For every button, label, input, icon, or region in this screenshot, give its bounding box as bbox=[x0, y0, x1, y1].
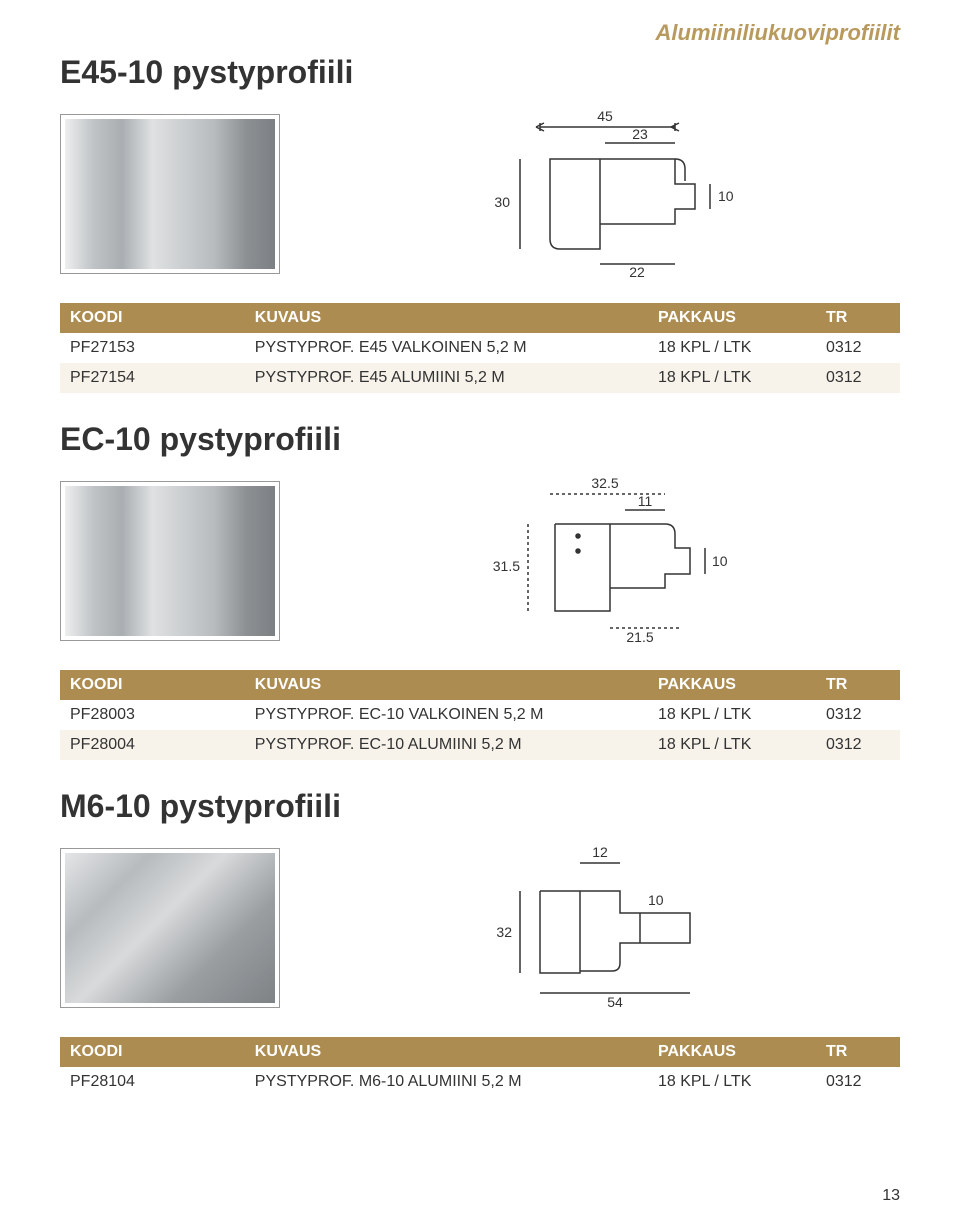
cell-pakkaus: 18 KPL / LTK bbox=[648, 333, 816, 363]
svg-text:11: 11 bbox=[638, 493, 653, 509]
dimension-diagram: 32.5 11 31.5 10 21.5 bbox=[320, 476, 900, 646]
section-ec10: EC-10 pystyprofiili 32.5 11 31.5 10 bbox=[60, 421, 900, 760]
svg-text:10: 10 bbox=[718, 188, 734, 204]
cell-koodi: PF28104 bbox=[60, 1067, 245, 1097]
cell-tr: 0312 bbox=[816, 363, 900, 393]
section-title: M6-10 pystyprofiili bbox=[60, 788, 900, 825]
table-row: PF27154 PYSTYPROF. E45 ALUMIINI 5,2 M 18… bbox=[60, 363, 900, 393]
th-pakkaus: PAKKAUS bbox=[648, 1037, 816, 1067]
cell-pakkaus: 18 KPL / LTK bbox=[648, 730, 816, 760]
svg-text:10: 10 bbox=[648, 892, 664, 908]
svg-text:12: 12 bbox=[592, 844, 608, 860]
th-kuvaus: KUVAUS bbox=[245, 670, 648, 700]
cell-kuvaus: PYSTYPROF. M6-10 ALUMIINI 5,2 M bbox=[245, 1067, 648, 1097]
product-table: KOODI KUVAUS PAKKAUS TR PF28003 PYSTYPRO… bbox=[60, 670, 900, 760]
svg-text:21.5: 21.5 bbox=[626, 629, 653, 645]
table-row: PF27153 PYSTYPROF. E45 VALKOINEN 5,2 M 1… bbox=[60, 333, 900, 363]
th-pakkaus: PAKKAUS bbox=[648, 303, 816, 333]
cell-pakkaus: 18 KPL / LTK bbox=[648, 700, 816, 730]
product-table: KOODI KUVAUS PAKKAUS TR PF27153 PYSTYPRO… bbox=[60, 303, 900, 393]
svg-text:23: 23 bbox=[632, 126, 648, 142]
cell-kuvaus: PYSTYPROF. EC-10 ALUMIINI 5,2 M bbox=[245, 730, 648, 760]
th-tr: TR bbox=[816, 670, 900, 700]
section-m6: M6-10 pystyprofiili 12 32 10 54 bbox=[60, 788, 900, 1097]
th-kuvaus: KUVAUS bbox=[245, 1037, 648, 1067]
section-e45: E45-10 pystyprofiili 45 23 bbox=[60, 54, 900, 393]
svg-text:10: 10 bbox=[712, 553, 728, 569]
th-koodi: KOODI bbox=[60, 670, 245, 700]
cell-pakkaus: 18 KPL / LTK bbox=[648, 1067, 816, 1097]
profile-photo bbox=[60, 481, 280, 641]
cell-kuvaus: PYSTYPROF. E45 ALUMIINI 5,2 M bbox=[245, 363, 648, 393]
svg-text:54: 54 bbox=[607, 994, 623, 1010]
page-number: 13 bbox=[882, 1187, 900, 1205]
cell-pakkaus: 18 KPL / LTK bbox=[648, 363, 816, 393]
profile-photo bbox=[60, 114, 280, 274]
figure-row: 45 23 30 10 22 bbox=[60, 109, 900, 279]
th-tr: TR bbox=[816, 1037, 900, 1067]
figure-row: 32.5 11 31.5 10 21.5 bbox=[60, 476, 900, 646]
product-table: KOODI KUVAUS PAKKAUS TR PF28104 PYSTYPRO… bbox=[60, 1037, 900, 1097]
cell-koodi: PF27153 bbox=[60, 333, 245, 363]
cell-koodi: PF28003 bbox=[60, 700, 245, 730]
section-title: EC-10 pystyprofiili bbox=[60, 421, 900, 458]
svg-text:45: 45 bbox=[597, 109, 613, 124]
section-title: E45-10 pystyprofiili bbox=[60, 54, 900, 91]
svg-text:31.5: 31.5 bbox=[493, 558, 520, 574]
th-pakkaus: PAKKAUS bbox=[648, 670, 816, 700]
cell-kuvaus: PYSTYPROF. E45 VALKOINEN 5,2 M bbox=[245, 333, 648, 363]
cell-kuvaus: PYSTYPROF. EC-10 VALKOINEN 5,2 M bbox=[245, 700, 648, 730]
svg-text:30: 30 bbox=[494, 194, 510, 210]
th-koodi: KOODI bbox=[60, 1037, 245, 1067]
cell-tr: 0312 bbox=[816, 700, 900, 730]
svg-text:22: 22 bbox=[629, 264, 645, 279]
table-row: PF28104 PYSTYPROF. M6-10 ALUMIINI 5,2 M … bbox=[60, 1067, 900, 1097]
dimension-diagram: 45 23 30 10 22 bbox=[320, 109, 900, 279]
table-row: PF28004 PYSTYPROF. EC-10 ALUMIINI 5,2 M … bbox=[60, 730, 900, 760]
cell-tr: 0312 bbox=[816, 333, 900, 363]
figure-row: 12 32 10 54 bbox=[60, 843, 900, 1013]
page-header: Alumiiniliukuoviprofiilit bbox=[60, 20, 900, 46]
th-koodi: KOODI bbox=[60, 303, 245, 333]
cell-tr: 0312 bbox=[816, 730, 900, 760]
th-kuvaus: KUVAUS bbox=[245, 303, 648, 333]
cell-tr: 0312 bbox=[816, 1067, 900, 1097]
th-tr: TR bbox=[816, 303, 900, 333]
cell-koodi: PF28004 bbox=[60, 730, 245, 760]
dimension-diagram: 12 32 10 54 bbox=[320, 843, 900, 1013]
table-row: PF28003 PYSTYPROF. EC-10 VALKOINEN 5,2 M… bbox=[60, 700, 900, 730]
cell-koodi: PF27154 bbox=[60, 363, 245, 393]
svg-text:32: 32 bbox=[496, 924, 512, 940]
svg-text:32.5: 32.5 bbox=[591, 476, 618, 491]
profile-photo bbox=[60, 848, 280, 1008]
